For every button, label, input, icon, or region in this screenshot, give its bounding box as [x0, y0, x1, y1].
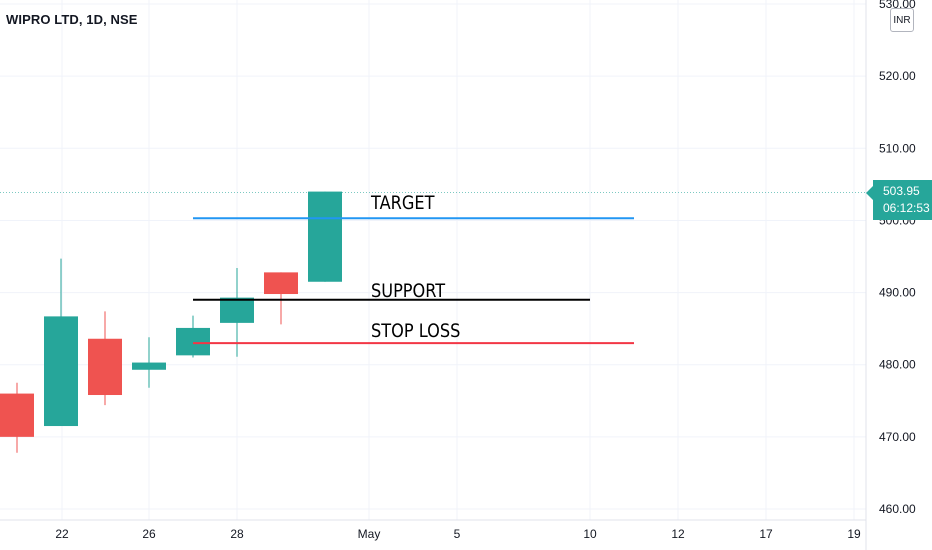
x-tick-label: 26: [142, 527, 156, 541]
candle-body: [308, 191, 342, 282]
support-label: SUPPORT: [371, 280, 446, 302]
x-tick-label: 5: [454, 527, 461, 541]
x-tick-label: 19: [847, 527, 861, 541]
target-label: TARGET: [371, 192, 435, 214]
y-tick-label: 490.00: [879, 286, 916, 300]
x-tick-label: 17: [759, 527, 773, 541]
x-tick-label: 22: [55, 527, 69, 541]
candle-body: [264, 272, 298, 295]
bar-countdown: 06:12:53: [883, 201, 930, 215]
x-tick-label: 12: [671, 527, 685, 541]
candle-body: [88, 338, 122, 396]
candle-body: [176, 327, 210, 356]
y-tick-label: 480.00: [879, 358, 916, 372]
candle-body: [132, 362, 166, 370]
y-tick-label: 470.00: [879, 430, 916, 444]
candle-body: [0, 393, 34, 437]
x-tick-label: 28: [230, 527, 244, 541]
currency-button[interactable]: INR: [890, 8, 914, 32]
x-tick-label: 10: [583, 527, 597, 541]
y-tick-label: 510.00: [879, 141, 916, 155]
x-tick-label: May: [358, 527, 381, 541]
stop-loss-label: STOP LOSS: [371, 320, 461, 342]
candle-body: [220, 297, 254, 323]
price-tag-pointer: [866, 186, 873, 200]
last-price-tag: 503.95 06:12:53: [873, 180, 932, 220]
y-tick-label: 530.00: [879, 0, 916, 11]
y-tick-label: 520.00: [879, 69, 916, 83]
candle-body: [44, 316, 78, 427]
last-price-value: 503.95: [883, 184, 920, 198]
y-tick-label: 460.00: [879, 502, 916, 516]
symbol-title: WIPRO LTD, 1D, NSE: [6, 12, 138, 27]
